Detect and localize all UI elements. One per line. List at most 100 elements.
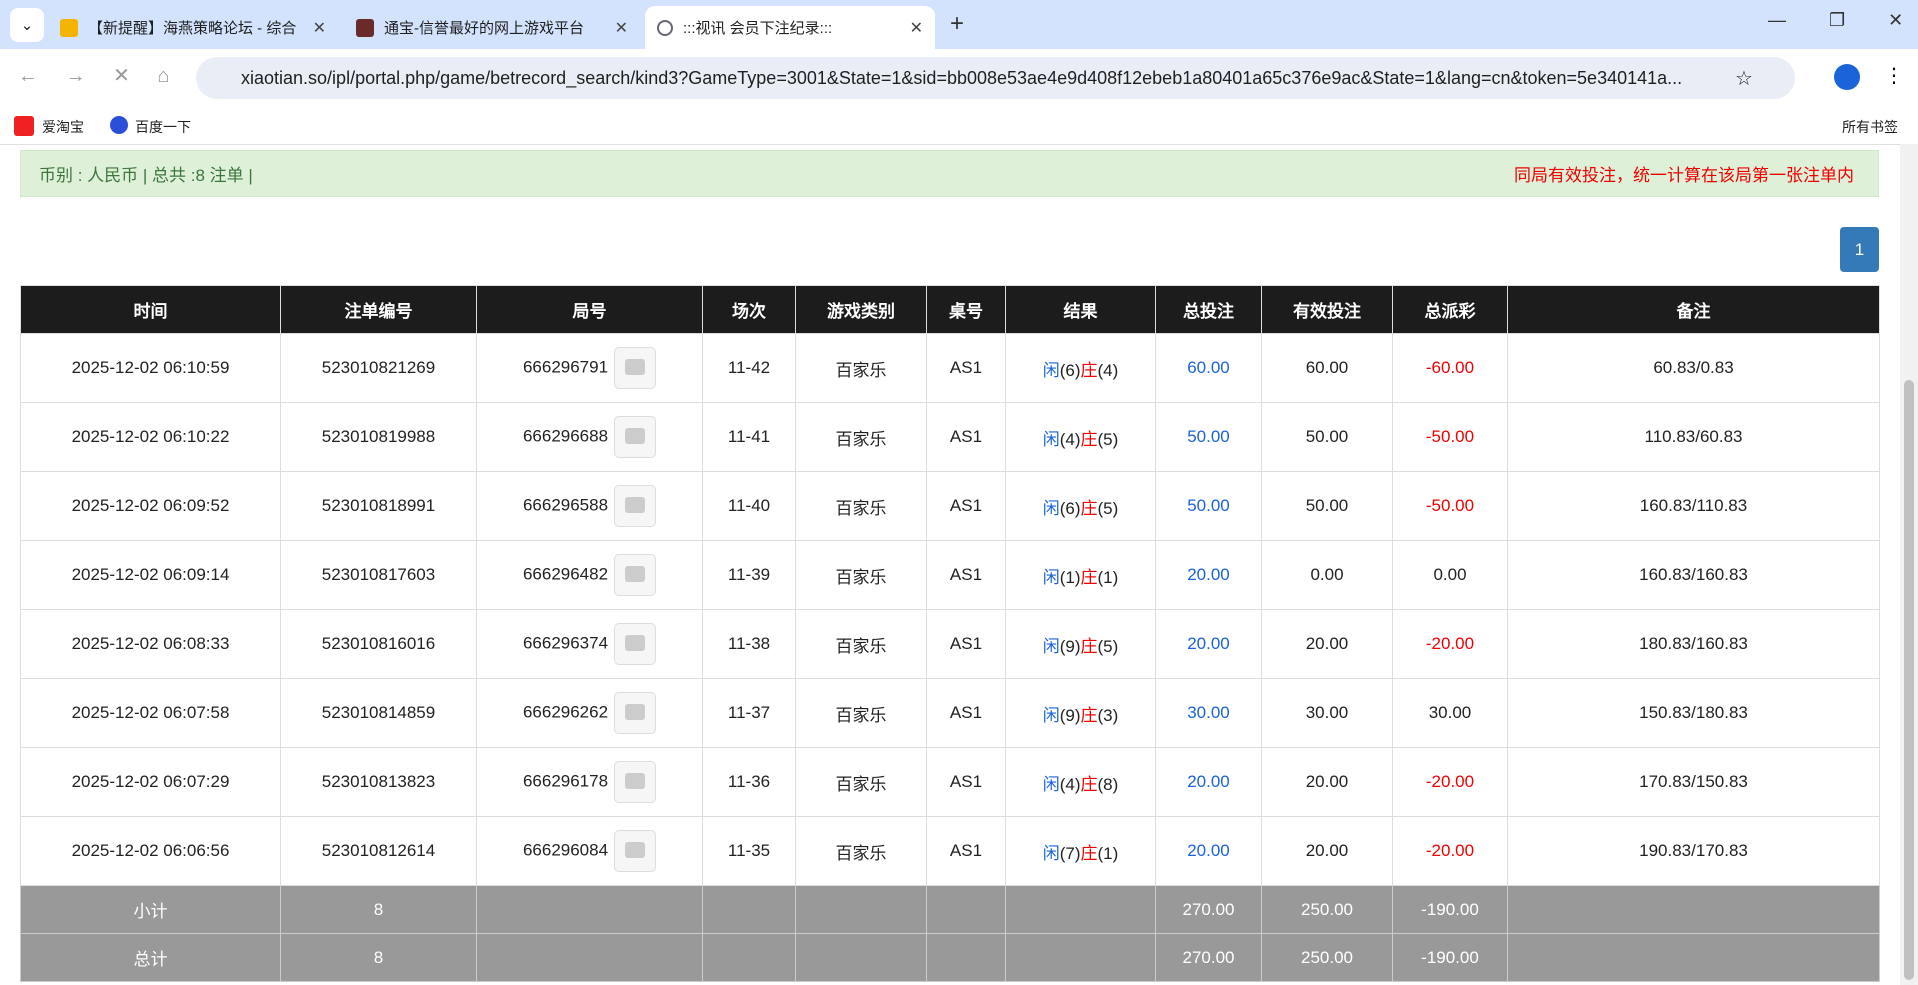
toolbar: ← → ✕ ⌂ xiaotian.so/ipl/portal.php/game/… xyxy=(0,49,1918,108)
video-icon[interactable] xyxy=(614,692,657,734)
bookmark[interactable]: 百度一下 xyxy=(135,119,191,135)
cell: 60.00 xyxy=(1155,333,1262,403)
close[interactable]: ✕ xyxy=(312,19,326,37)
cell: 30.00 xyxy=(1261,678,1393,748)
result-part: 闲 xyxy=(1042,567,1060,587)
tab-strip: ⌄ 【新提醒】海燕策略论坛 - 综合 ✕ 通宝-信誉最好的网上游戏平台 ✕ :::视… xyxy=(0,0,1918,49)
cell: 170.83/150.83 xyxy=(1507,747,1880,817)
window-controls[interactable]: — ❐ ✕ xyxy=(1768,10,1904,30)
pagination: 1 xyxy=(1840,227,1879,272)
cell: 50.00 xyxy=(1155,471,1262,541)
video-icon[interactable] xyxy=(614,830,657,872)
footer-row: 总计 8 270.00 250.00 -190.00 xyxy=(20,933,1880,982)
cell: 2025-12-02 06:09:14 xyxy=(20,540,281,610)
cell: 523010817603 xyxy=(280,540,477,610)
close[interactable]: ✕ xyxy=(909,19,923,37)
result-part: 庄 xyxy=(1080,636,1098,656)
cell: -190.00 xyxy=(1392,933,1508,982)
cell xyxy=(702,885,796,934)
cell: 270.00 xyxy=(1155,933,1262,982)
result-part: (5) xyxy=(1097,429,1119,449)
new-tab[interactable]: + xyxy=(950,10,965,37)
cell: 50.00 xyxy=(1155,402,1262,472)
address-bar[interactable]: xiaotian.so/ipl/portal.php/game/betrecor… xyxy=(196,57,1795,99)
round-cell: 666296588 xyxy=(476,471,703,541)
page-button[interactable]: 1 xyxy=(1840,227,1879,272)
favicon xyxy=(60,18,78,37)
cell: 20.00 xyxy=(1155,609,1262,679)
result-part: 庄 xyxy=(1080,429,1098,449)
summary: 币别 : 人民币 | 总共 :8 注单 | xyxy=(39,166,253,185)
video-icon[interactable] xyxy=(614,416,657,458)
all-bookmarks[interactable]: 所有书签 xyxy=(1842,119,1898,135)
header-cell: 场次 xyxy=(702,285,796,334)
cell: 523010818991 xyxy=(280,471,477,541)
cell: 总计 xyxy=(20,933,281,982)
cell: AS1 xyxy=(926,609,1006,679)
video-icon[interactable] xyxy=(614,485,657,527)
cell: 523010814859 xyxy=(280,678,477,748)
cell: 523010821269 xyxy=(280,333,477,403)
result-cell: 闲(6)庄(4) xyxy=(1005,333,1156,403)
cell: 百家乐 xyxy=(795,609,927,679)
cell: 20.00 xyxy=(1155,747,1262,817)
profile[interactable] xyxy=(1834,64,1860,90)
cell xyxy=(1005,933,1156,982)
result-part: (4) xyxy=(1059,774,1081,794)
round-cell: 666296262 xyxy=(476,678,703,748)
tab-search[interactable]: ⌄ xyxy=(10,8,44,42)
cell: 150.83/180.83 xyxy=(1507,678,1880,748)
result-part: (8) xyxy=(1097,774,1119,794)
tab-active[interactable]: :::视讯 会员下注纪录::: ✕ xyxy=(645,6,935,49)
header-cell: 有效投注 xyxy=(1261,285,1393,334)
result-part: 闲 xyxy=(1042,429,1060,449)
nav-buttons[interactable]: ← → ✕ ⌂ xyxy=(18,65,170,87)
cell: 百家乐 xyxy=(795,678,927,748)
cell: 8 xyxy=(280,933,477,982)
close[interactable]: ✕ xyxy=(614,19,628,37)
cell: 2025-12-02 06:06:56 xyxy=(20,816,281,886)
cell xyxy=(1005,885,1156,934)
scroll-thumb[interactable] xyxy=(1904,380,1914,980)
scrollbar[interactable] xyxy=(1900,144,1918,985)
cell: -20.00 xyxy=(1392,816,1508,886)
cell: 60.00 xyxy=(1261,333,1393,403)
tab-title: :::视讯 会员下注纪录::: xyxy=(683,20,833,37)
video-icon[interactable] xyxy=(614,347,657,389)
cell: 11-40 xyxy=(702,471,796,541)
tab[interactable]: 【新提醒】海燕策略论坛 - 综合 ✕ xyxy=(48,6,338,49)
page-content: 币别 : 人民币 | 总共 :8 注单 | 同局有效投注，统一计算在该局第一张注… xyxy=(0,144,1900,985)
bookmark[interactable]: 爱淘宝 xyxy=(42,119,84,135)
video-icon[interactable] xyxy=(614,554,657,596)
star[interactable]: ☆ xyxy=(1735,67,1753,90)
row: 2025-12-02 06:09:52 523010818991 666296588… xyxy=(20,471,1880,541)
cell: 190.83/170.83 xyxy=(1507,816,1880,886)
cell: 110.83/60.83 xyxy=(1507,402,1880,472)
cell: 180.83/160.83 xyxy=(1507,609,1880,679)
result-part: (6) xyxy=(1059,360,1081,380)
cell: 50.00 xyxy=(1261,402,1393,472)
cell xyxy=(926,933,1006,982)
cell: 20.00 xyxy=(1155,540,1262,610)
summary-bar: 币别 : 人民币 | 总共 :8 注单 | 同局有效投注，统一计算在该局第一张注… xyxy=(20,150,1879,197)
cell: 11-42 xyxy=(702,333,796,403)
result-part: (1) xyxy=(1097,843,1119,863)
result-part: 闲 xyxy=(1042,360,1060,380)
cell: 250.00 xyxy=(1261,933,1393,982)
video-icon[interactable] xyxy=(614,623,657,665)
url: xiaotian.so/ipl/portal.php/game/betrecor… xyxy=(241,67,1683,88)
result-part: 庄 xyxy=(1080,774,1098,794)
tab-title: 通宝-信誉最好的网上游戏平台 xyxy=(384,20,584,37)
favicon xyxy=(657,19,673,36)
result-cell: 闲(9)庄(5) xyxy=(1005,609,1156,679)
menu[interactable]: ⋮ xyxy=(1884,65,1904,87)
footer-row: 小计 8 270.00 250.00 -190.00 xyxy=(20,885,1880,934)
cell: -50.00 xyxy=(1392,402,1508,472)
tab[interactable]: 通宝-信誉最好的网上游戏平台 ✕ xyxy=(344,6,640,49)
cell xyxy=(476,885,703,934)
header-cell: 游戏类别 xyxy=(795,285,927,334)
video-icon[interactable] xyxy=(614,761,657,803)
bet-table: 时间 注单编号 局号 场次 游戏类别 桌号 结果 总投注 有效投注 总派彩 备注 2025-12-0… xyxy=(20,285,1880,982)
cell: 2025-12-02 06:07:29 xyxy=(20,747,281,817)
